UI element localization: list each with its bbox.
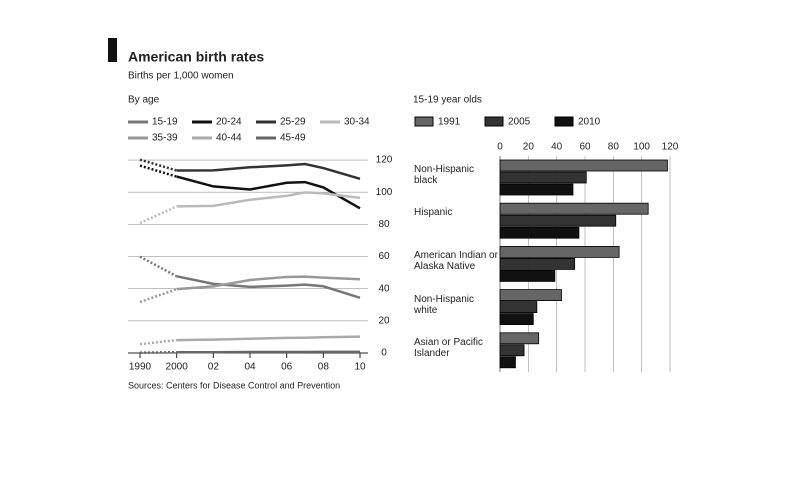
x-tick-label: 60 — [579, 142, 591, 153]
x-tick-label: 0 — [497, 142, 503, 153]
x-tick-label: 02 — [208, 362, 220, 373]
legend-label: 45-49 — [280, 133, 306, 144]
legend-label: 2010 — [578, 117, 601, 128]
x-tick-label: 1990 — [129, 362, 152, 373]
bar — [499, 159, 668, 172]
category-label: Non-Hispanic white — [414, 293, 475, 316]
bar — [499, 257, 576, 270]
x-tick-label: 100 — [633, 142, 650, 153]
series-line — [139, 158, 178, 172]
bar — [499, 171, 587, 184]
bar — [499, 202, 649, 215]
y-tick-label: 100 — [376, 187, 393, 198]
panel-title: 15-19 year olds — [413, 95, 482, 106]
category-label: Hispanic — [414, 207, 453, 219]
legend-label: 35-39 — [152, 133, 178, 144]
legend-swatch — [554, 116, 574, 127]
bar — [499, 356, 516, 369]
legend-label: 2005 — [508, 117, 531, 128]
bar — [499, 289, 562, 302]
series-line — [176, 275, 361, 300]
x-tick-label: 04 — [244, 362, 256, 373]
x-tick-label: 08 — [318, 362, 330, 373]
y-tick-label: 60 — [378, 251, 390, 262]
legend-label: 15-19 — [152, 117, 178, 128]
category-label: Asian or Pacific Islander — [414, 336, 483, 359]
series-line — [176, 275, 361, 291]
source: Sources: Centers for Disease Control and… — [128, 380, 340, 390]
x-tick-label: 10 — [354, 362, 366, 373]
category-label: American Indian or Alaska Native — [414, 250, 498, 273]
bar — [499, 245, 620, 258]
bar — [499, 313, 534, 326]
series-line — [139, 255, 178, 278]
x-tick-label: 20 — [523, 142, 535, 153]
panel-title: By age — [128, 95, 160, 106]
y-tick-label: 40 — [378, 283, 390, 294]
legend-label: 40-44 — [216, 133, 242, 144]
series-line — [139, 205, 178, 225]
series-line — [139, 338, 177, 346]
x-tick-label: 40 — [551, 142, 563, 153]
legend-label: 1991 — [438, 117, 461, 128]
x-tick-label: 06 — [281, 362, 293, 373]
legend-label: 20-24 — [216, 117, 242, 128]
bar — [499, 344, 525, 357]
subtitle: Births per 1,000 women — [128, 71, 234, 82]
category-label: Non-Hispanic black — [414, 164, 475, 186]
series-line — [176, 335, 361, 342]
series-line — [176, 191, 361, 208]
series-line — [176, 175, 361, 210]
bar — [499, 332, 540, 345]
bar — [499, 269, 556, 282]
series-line — [176, 162, 361, 181]
bar — [499, 183, 574, 196]
legend-swatch — [484, 116, 504, 127]
bar — [499, 214, 617, 227]
legend-label: 30-34 — [344, 117, 370, 128]
x-tick-label: 120 — [662, 142, 679, 153]
series-line — [139, 164, 178, 178]
y-tick-label: 120 — [376, 155, 393, 166]
legend-label: 25-29 — [280, 117, 306, 128]
series-line — [139, 287, 178, 304]
x-tick-label: 80 — [608, 142, 620, 153]
legend-swatch — [414, 116, 434, 127]
title-block — [108, 38, 117, 62]
x-tick-label: 2000 — [166, 362, 189, 373]
y-tick-label: 20 — [378, 315, 390, 326]
y-tick-label: 0 — [381, 348, 387, 359]
bar — [499, 226, 580, 239]
title: American birth rates — [128, 49, 264, 65]
y-tick-label: 80 — [378, 219, 390, 230]
bar — [499, 301, 538, 314]
